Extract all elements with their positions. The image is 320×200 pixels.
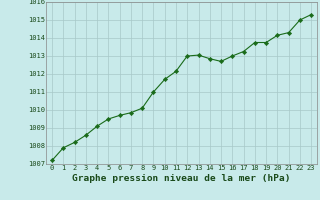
X-axis label: Graphe pression niveau de la mer (hPa): Graphe pression niveau de la mer (hPa) <box>72 174 291 183</box>
